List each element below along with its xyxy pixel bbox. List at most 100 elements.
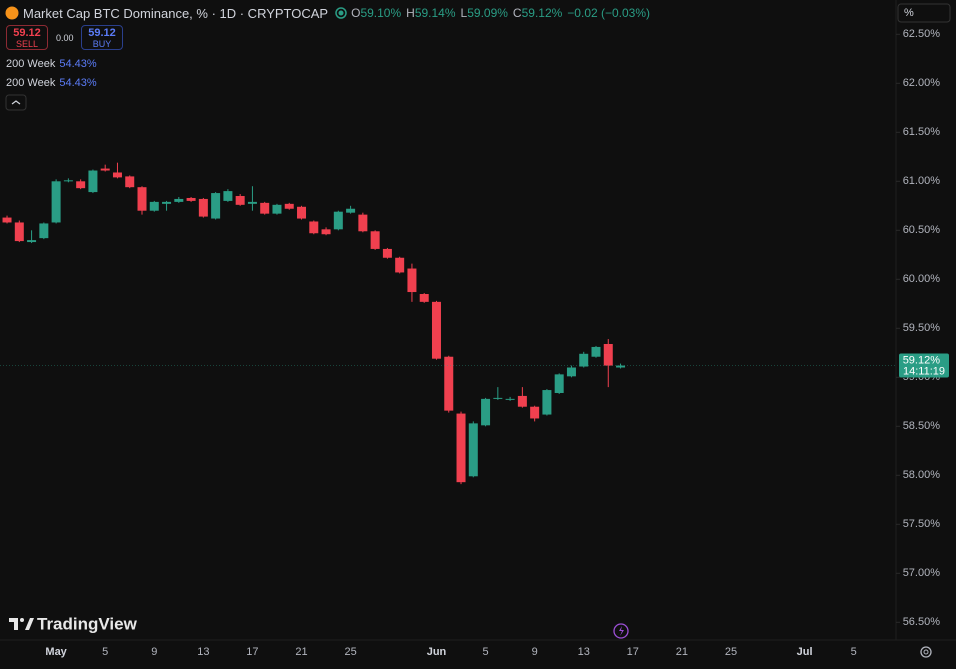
x-tick-label: 21 — [295, 646, 307, 658]
y-tick-label: 57.00% — [903, 567, 941, 579]
settings-icon-hub — [923, 649, 929, 655]
price-tag-value: 59.12% — [903, 354, 941, 366]
x-tick-label: 17 — [627, 646, 639, 658]
ohlc-key: H — [406, 6, 415, 20]
candle-body — [27, 240, 37, 243]
candle-body — [591, 346, 601, 357]
candle-body — [63, 180, 73, 182]
indicator-value: 54.43% — [59, 77, 97, 89]
candle-body — [395, 257, 405, 273]
candle-body — [346, 208, 356, 213]
candle-body — [530, 406, 540, 419]
candle-body — [297, 206, 307, 219]
candle-body — [542, 390, 552, 415]
x-tick-label: 21 — [676, 646, 688, 658]
candle-body — [162, 201, 172, 204]
buy-label: BUY — [92, 39, 112, 49]
x-tick-label: 25 — [725, 646, 737, 658]
ohlc-value: 59.10% — [360, 6, 402, 20]
settings-icon[interactable] — [920, 646, 932, 658]
btc-icon — [5, 6, 19, 20]
logo-shape — [25, 618, 34, 630]
status-dot — [335, 7, 347, 19]
ohlc-value: 59.14% — [414, 6, 456, 20]
candle-body — [309, 221, 319, 234]
candle-body — [174, 198, 184, 202]
scale-mode-box[interactable] — [897, 3, 951, 23]
x-tick-label: Jun — [427, 646, 447, 658]
candle-body — [186, 197, 196, 201]
scale-unit: % — [904, 7, 914, 19]
candle-body — [554, 374, 564, 393]
candle-body — [198, 198, 208, 217]
buy-button[interactable]: 59.12 BUY — [81, 25, 123, 50]
change: −0.02 (−0.03%) — [567, 6, 651, 20]
candle-body — [370, 231, 380, 249]
ohlc-value: 59.12% — [521, 6, 563, 20]
candle-body — [235, 196, 245, 205]
candle-body — [616, 365, 626, 368]
candle-body — [481, 398, 491, 426]
sell-button[interactable]: 59.12 SELL — [6, 25, 48, 50]
indicator-name: 200 Week — [6, 77, 56, 89]
logo-shape — [20, 618, 24, 622]
status-ring — [335, 7, 347, 19]
candle-body — [260, 202, 270, 214]
candle-body — [579, 353, 589, 367]
x-tick-label: 9 — [532, 646, 538, 658]
y-tick-label: 58.50% — [903, 420, 941, 432]
x-tick-label: 5 — [483, 646, 489, 658]
ohlc-key: C — [512, 6, 522, 20]
candle-body — [419, 294, 429, 302]
candle-body — [456, 413, 466, 483]
event-icon-bolt — [619, 626, 624, 636]
candle-body — [272, 204, 282, 214]
y-tick-label: 61.00% — [903, 175, 941, 187]
x-tick-label: May — [45, 646, 67, 658]
candle-body — [603, 343, 613, 366]
buy-price: 59.12 — [88, 27, 116, 39]
candle-body — [358, 214, 368, 232]
x-tick-label: 13 — [578, 646, 590, 658]
candle-body — [223, 191, 233, 201]
x-tick-label: 13 — [197, 646, 209, 658]
candle-body — [517, 395, 527, 407]
price-countdown: 14:11:19 — [903, 365, 945, 377]
x-tick-label: 17 — [246, 646, 258, 658]
logo-shape — [9, 618, 18, 630]
candle-body — [211, 193, 221, 219]
candle-body — [112, 172, 122, 178]
price-tag — [899, 353, 949, 378]
event-icon[interactable] — [613, 623, 629, 639]
candle-body — [333, 211, 343, 230]
x-tick-label: 9 — [151, 646, 157, 658]
indicator-row: 200 Week 54.43% — [6, 58, 97, 70]
candle-body — [39, 223, 49, 239]
candle-body — [247, 201, 257, 204]
y-tick-label: 62.50% — [903, 28, 941, 40]
candle-body — [125, 176, 135, 188]
candle-body — [2, 217, 12, 223]
collapse-button[interactable] — [5, 94, 27, 111]
candle-body — [100, 168, 110, 171]
candle-body — [284, 203, 294, 209]
sell-label: SELL — [15, 39, 39, 49]
indicator-value: 54.43% — [59, 58, 97, 70]
y-tick-label: 58.00% — [903, 469, 941, 481]
btc-icon-circle — [5, 6, 19, 20]
candle-body — [444, 356, 454, 411]
status-core — [338, 10, 344, 16]
x-tick-label: 5 — [102, 646, 108, 658]
spread: 0.00 — [56, 33, 74, 43]
legend-header: Market Cap BTC Dominance, % · 1D · CRYPT… — [5, 4, 650, 22]
y-tick-label: 60.00% — [903, 273, 941, 285]
y-tick-label: 62.00% — [903, 77, 941, 89]
candle-body — [14, 222, 24, 242]
candle-body — [431, 301, 441, 359]
symbol-title[interactable]: Market Cap BTC Dominance, % · 1D · CRYPT… — [23, 5, 329, 21]
candle-body — [137, 187, 147, 211]
x-tick-label: Jul — [797, 646, 813, 658]
collapse-chevron — [11, 100, 21, 105]
sell-price: 59.12 — [13, 27, 41, 39]
